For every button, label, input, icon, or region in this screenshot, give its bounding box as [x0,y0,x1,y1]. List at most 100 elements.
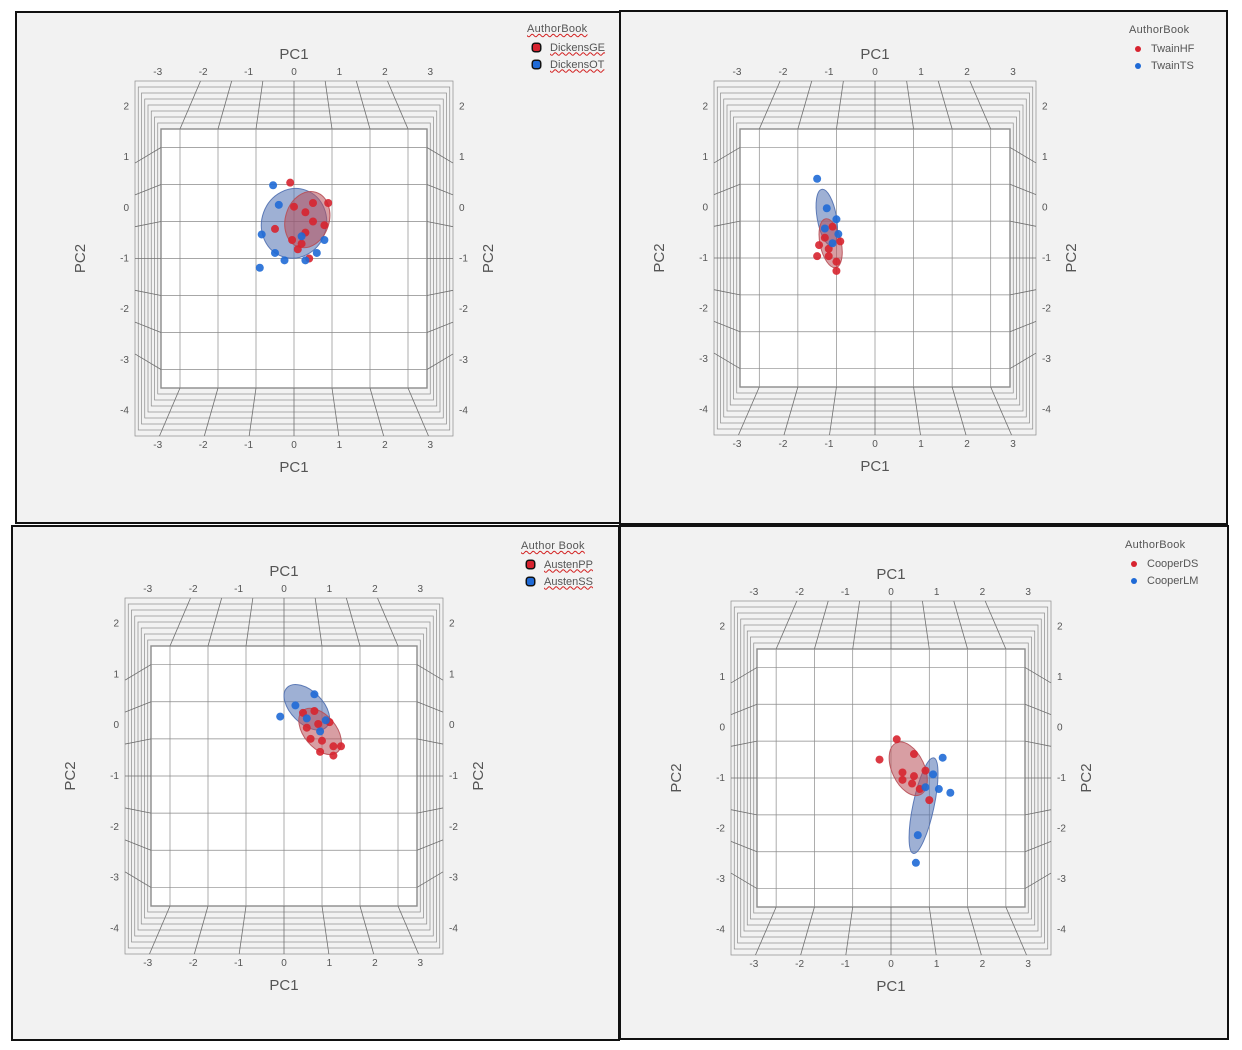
x-tick-label-bottom: 3 [428,440,434,451]
legend-label: CooperDS [1147,557,1199,570]
x-tick-label-top: -1 [841,587,850,598]
y-tick-label-right: 0 [1042,202,1048,213]
perspective-line [730,872,758,889]
perspective-line [169,597,191,647]
y-tick-label-left: -4 [699,405,708,416]
chart-canvas: -3 -3 -2 -2 -1 -1 0 0 1 1 2 2 3 3 2 2 1 1 0 0 -1 -1 -2 -2 -3 -3 -4… [72,46,497,476]
point-CooperDS [908,779,917,788]
y-tick-label-left: -2 [110,822,119,833]
point-DickensOT [271,248,279,257]
legend-item: AustenSS [521,573,593,590]
y-tick-label-left: -3 [699,354,708,365]
x-tick-label-bottom: -3 [733,439,742,450]
perspective-line [713,220,741,227]
x-tick-label-top: 3 [1025,587,1031,598]
point-TwainHF [836,237,845,246]
perspective-line [207,597,223,647]
perspective-line [255,80,264,130]
point-AustenSS [276,712,285,721]
y-axis-title-left: PC2 [72,244,89,273]
perspective-line [738,386,760,436]
x-tick-label-bottom: -1 [825,439,834,450]
chart-legend: AuthorBook CooperDS CooperLM [1125,539,1198,589]
perspective-line [331,387,340,437]
point-DickensOT [312,248,321,257]
legend-label: AustenSS [544,575,593,588]
perspective-line [407,387,429,437]
point-TwainHF [832,266,841,275]
point-AustenPP [314,720,323,728]
point-TwainTS [834,230,843,239]
x-tick-label-bottom: 1 [327,958,333,969]
perspective-line [730,703,758,715]
point-CooperDS [909,772,918,781]
chart-legend: AuthorBook TwainHF TwainTS [1129,24,1194,74]
perspective-line [426,184,454,196]
x-tick-label-top: 1 [327,584,333,595]
y-tick-label-left: -3 [716,874,725,885]
perspective-line [345,597,361,647]
x-tick-label-bottom: -3 [153,440,162,451]
point-TwainHF [824,252,833,261]
perspective-line [355,80,371,130]
y-axis-title-right: PC2 [1063,243,1080,272]
perspective-line [829,386,837,436]
legend-item: AustenPP [521,556,593,573]
x-tick-label-top: 0 [888,587,894,598]
point-AustenPP [306,734,315,743]
y-tick-label-right: 2 [1042,101,1048,112]
perspective-line [238,905,247,955]
x-tick-label-top: 2 [372,584,378,595]
y-tick-label-right: 1 [1057,672,1063,683]
perspective-line [124,807,152,814]
perspective-line [758,80,781,130]
x-tick-label-top: -1 [825,67,834,78]
perspective-line [1009,289,1037,296]
x-tick-label-top: -1 [234,584,243,595]
chart-legend: AuthorBook DickensGE DickensOT [527,23,605,73]
x-tick-label-bottom: -1 [244,440,253,451]
perspective-line [730,667,758,684]
point-AustenSS [302,714,311,723]
legend-item: TwainHF [1129,40,1194,57]
perspective-line [836,80,844,130]
chart-panel-twain: -3 -3 -2 -2 -1 -1 0 0 1 1 2 2 3 3 2 2 1 1 0 0 -1 -1 -2 -2 -3 -3 -4… [619,10,1228,525]
x-tick-label-top: -2 [189,584,198,595]
perspective-line [1009,321,1037,333]
point-CooperDS [909,750,918,759]
perspective-line [124,701,152,713]
x-tick-label-top: -2 [199,67,208,78]
y-tick-label-right: -1 [1042,253,1051,264]
point-DickensGE [290,202,298,211]
point-CooperDS [875,755,884,764]
x-tick-label-top: 1 [934,587,940,598]
perspective-line [1009,147,1037,164]
perspective-line [124,738,152,745]
point-AustenSS [310,690,319,699]
legend-swatch [527,578,534,585]
perspective-line [730,740,758,747]
y-tick-label-right: 1 [459,152,465,163]
point-TwainHF [813,252,822,261]
legend-title: AuthorBook [1129,24,1190,36]
perspective-line [1009,220,1037,227]
axis-box [713,80,1037,436]
perspective-line [852,600,861,650]
point-DickensOT [301,256,310,265]
x-tick-label-bottom: 2 [980,959,986,970]
perspective-line [426,353,454,370]
y-tick-label-right: 2 [459,101,465,112]
x-tick-label-top: -3 [153,67,162,78]
perspective-line [783,386,799,436]
perspective-line [149,905,171,955]
x-axis-title: PC1 [876,978,905,995]
x-tick-label-bottom: -3 [143,958,152,969]
point-DickensOT [255,263,264,272]
perspective-line [377,597,399,647]
perspective-line [124,664,152,681]
y-tick-label-right: -3 [1057,874,1066,885]
perspective-line [814,600,829,650]
point-AustenPP [316,747,325,756]
point-CooperDS [921,766,930,775]
y-tick-label-left: 0 [113,720,119,731]
